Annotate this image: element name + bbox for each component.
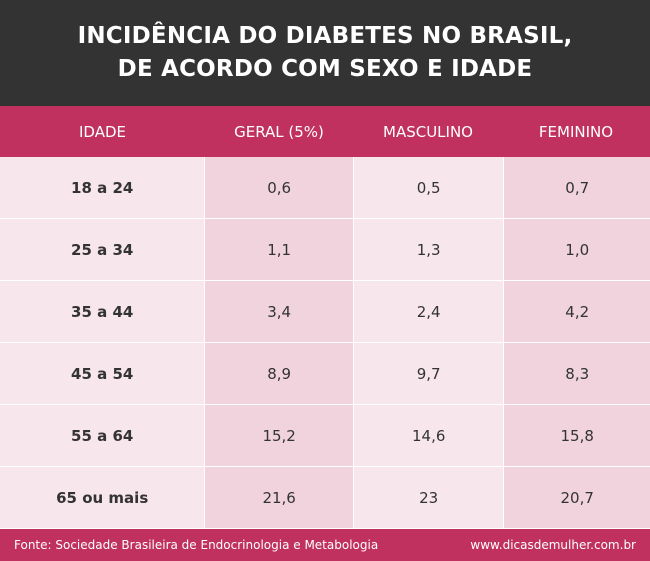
feminino-cell: 1,0 — [503, 219, 650, 280]
table-row: 45 a 54 8,9 9,7 8,3 — [0, 343, 650, 405]
geral-cell: 1,1 — [204, 219, 353, 280]
title-line-1: INCIDÊNCIA DO DIABETES NO BRASIL, — [77, 23, 573, 49]
header-masculino: MASCULINO — [383, 122, 473, 141]
header-geral: GERAL (5%) — [234, 122, 324, 141]
age-cell: 25 a 34 — [0, 219, 205, 280]
header-idade: IDADE — [79, 122, 126, 141]
title-bar: INCIDÊNCIA DO DIABETES NO BRASIL, DE ACO… — [0, 0, 650, 106]
feminino-cell: 4,2 — [503, 281, 650, 342]
masculino-cell: 9,7 — [352, 343, 504, 404]
age-cell: 45 a 54 — [0, 343, 205, 404]
masculino-cell: 23 — [352, 467, 504, 528]
table-header: IDADE GERAL (5%) MASCULINO FEMININO — [0, 106, 650, 157]
table-row: 35 a 44 3,4 2,4 4,2 — [0, 281, 650, 343]
feminino-cell: 20,7 — [503, 467, 650, 528]
header-feminino: FEMININO — [538, 122, 614, 141]
masculino-cell: 1,3 — [352, 219, 504, 280]
age-cell: 65 ou mais — [0, 467, 205, 528]
source-text: Fonte: Sociedade Brasileira de Endocrino… — [14, 538, 379, 552]
feminino-cell: 0,7 — [503, 157, 650, 218]
geral-cell: 0,6 — [204, 157, 353, 218]
footer-bar: Fonte: Sociedade Brasileira de Endocrino… — [0, 529, 650, 561]
table-row: 25 a 34 1,1 1,3 1,0 — [0, 219, 650, 281]
geral-cell: 8,9 — [204, 343, 353, 404]
age-cell: 35 a 44 — [0, 281, 205, 342]
masculino-cell: 0,5 — [352, 157, 504, 218]
age-cell: 55 a 64 — [0, 405, 205, 466]
table-row: 65 ou mais 21,6 23 20,7 — [0, 467, 650, 528]
geral-cell: 15,2 — [204, 405, 353, 466]
table-body: 18 a 24 0,6 0,5 0,7 25 a 34 1,1 1,3 1,0 … — [0, 157, 650, 529]
table-row: 18 a 24 0,6 0,5 0,7 — [0, 157, 650, 219]
geral-cell: 3,4 — [204, 281, 353, 342]
geral-cell: 21,6 — [204, 467, 353, 528]
masculino-cell: 2,4 — [352, 281, 504, 342]
title-line-2: DE ACORDO COM SEXO E IDADE — [117, 56, 533, 82]
feminino-cell: 8,3 — [503, 343, 650, 404]
age-cell: 18 a 24 — [0, 157, 205, 218]
site-url: www.dicasdemulher.com.br — [470, 538, 636, 552]
table-row: 55 a 64 15,2 14,6 15,8 — [0, 405, 650, 467]
masculino-cell: 14,6 — [352, 405, 504, 466]
feminino-cell: 15,8 — [503, 405, 650, 466]
